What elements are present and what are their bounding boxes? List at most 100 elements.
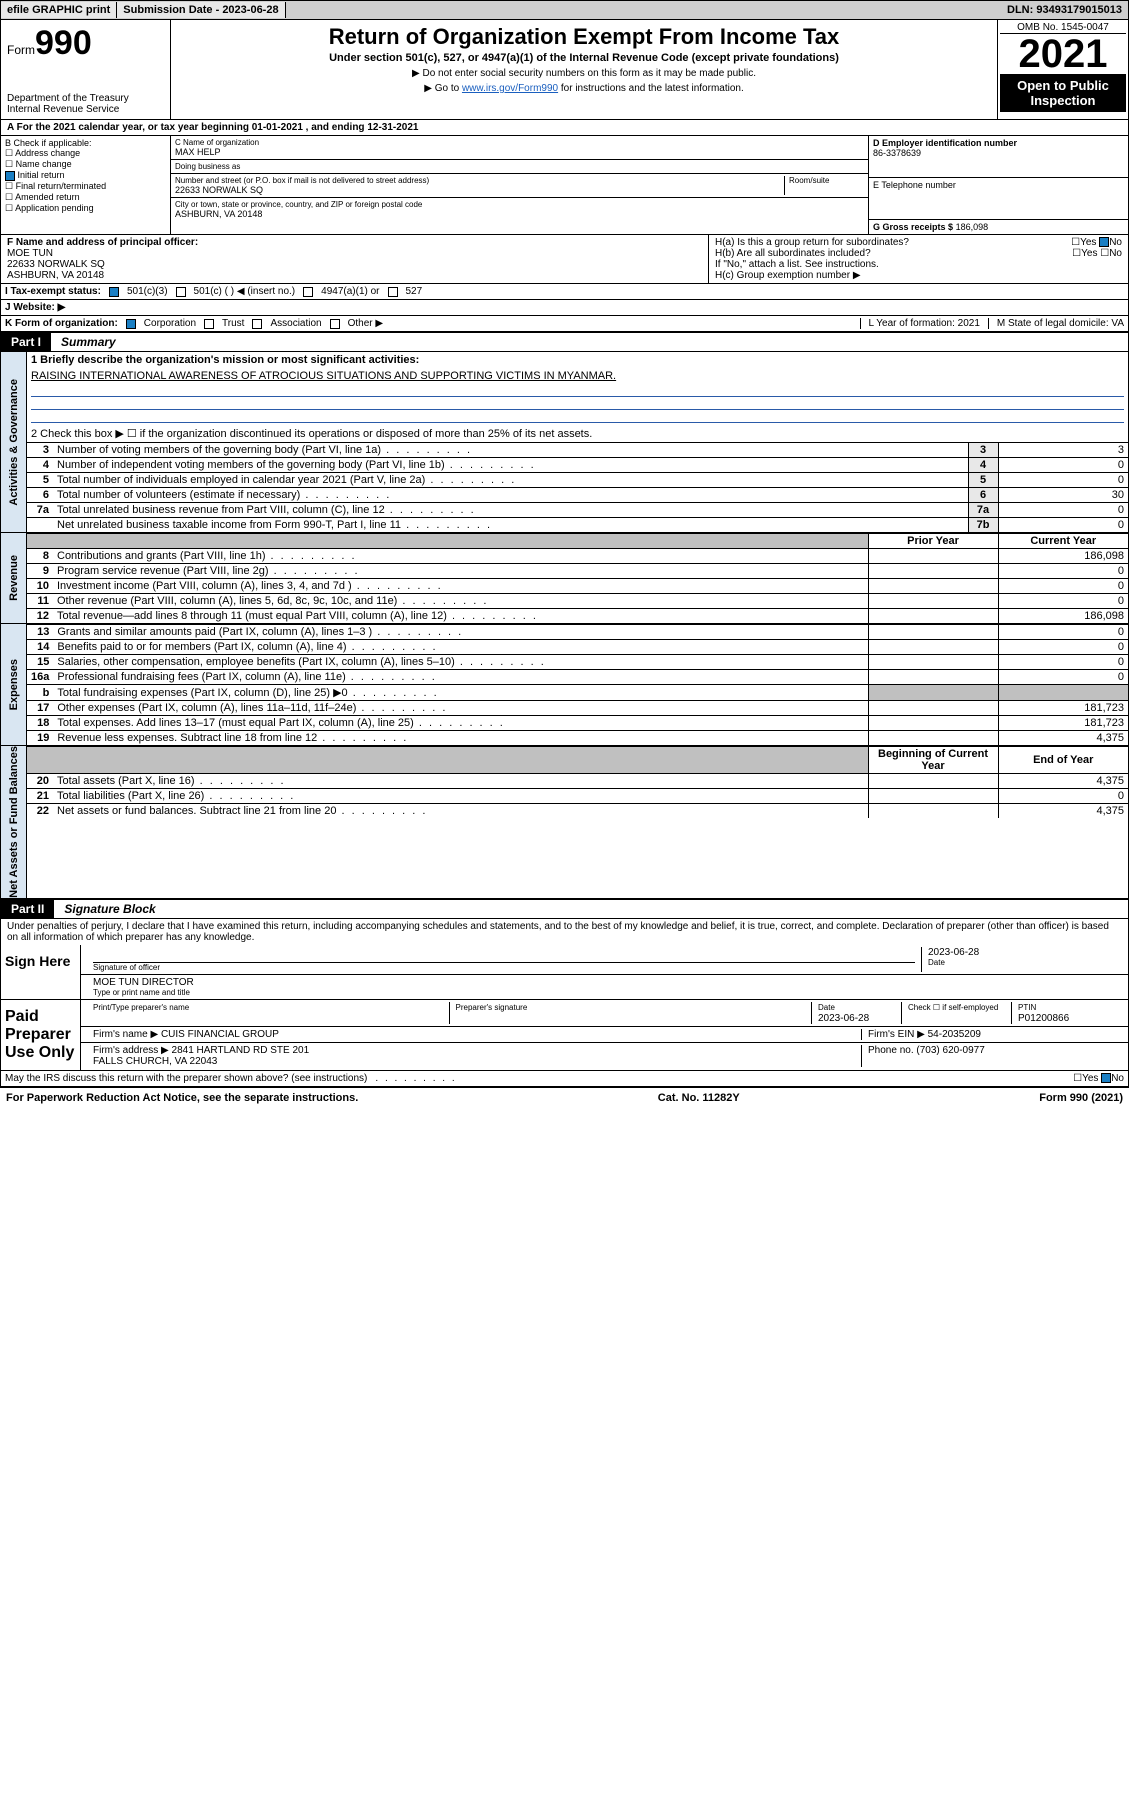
table-row: 10Investment income (Part VIII, column (… (27, 579, 1128, 594)
section-fh: F Name and address of principal officer:… (0, 235, 1129, 284)
prep-self-emp[interactable]: Check ☐ if self-employed (908, 1003, 998, 1012)
revenue-table: Prior YearCurrent Year8Contributions and… (27, 533, 1128, 623)
dept-treasury: Department of the Treasury Internal Reve… (7, 93, 164, 115)
table-row: 15Salaries, other compensation, employee… (27, 655, 1128, 670)
i-4947-check[interactable] (303, 287, 313, 297)
ptin-value: P01200866 (1018, 1013, 1069, 1024)
i-501c3-check[interactable] (109, 287, 119, 297)
side-activities-text: Activities & Governance (8, 379, 20, 506)
sign-here-block: Sign Here Signature of officer 2023-06-2… (0, 945, 1129, 1000)
expenses-table: 13Grants and similar amounts paid (Part … (27, 624, 1128, 745)
footer-paperwork: For Paperwork Reduction Act Notice, see … (6, 1092, 358, 1104)
i-501c-check[interactable] (176, 287, 186, 297)
rule-3 (31, 412, 1124, 423)
firm-addr-label: Firm's address ▶ (93, 1045, 169, 1056)
side-revenue: Revenue (1, 533, 27, 623)
box-b-item[interactable]: ☐ Amended return (5, 192, 166, 203)
table-row: 9Program service revenue (Part VIII, lin… (27, 564, 1128, 579)
k-trust-check[interactable] (204, 319, 214, 329)
i-501c: 501(c) ( ) ◀ (insert no.) (194, 286, 296, 297)
discuss-no-check[interactable] (1101, 1073, 1111, 1083)
section-bcdeg: B Check if applicable: ☐ Address change☐… (0, 136, 1129, 235)
rule-1 (31, 386, 1124, 397)
rule-2 (31, 399, 1124, 410)
net-section: Net Assets or Fund Balances Beginning of… (0, 746, 1129, 899)
row-i: I Tax-exempt status: 501(c)(3) 501(c) ( … (0, 284, 1129, 300)
h-a-no: No (1109, 237, 1122, 248)
officer-name-label: Type or print name and title (93, 988, 1116, 997)
k-corp: Corporation (144, 318, 196, 329)
box-b-item[interactable]: ☐ Application pending (5, 203, 166, 214)
h-a-no-check[interactable] (1099, 237, 1109, 247)
efile-label[interactable]: efile GRAPHIC print (1, 2, 117, 18)
open-inspection: Open to Public Inspection (1000, 74, 1126, 112)
form-id-box: Form990 Department of the Treasury Inter… (1, 20, 171, 119)
table-row: 21Total liabilities (Part X, line 26)0 (27, 789, 1128, 804)
box-b-item[interactable]: ☐ Address change (5, 148, 166, 159)
org-name: MAX HELP (175, 147, 864, 157)
table-row: 16aProfessional fundraising fees (Part I… (27, 670, 1128, 685)
k-corp-check[interactable] (126, 319, 136, 329)
side-net: Net Assets or Fund Balances (1, 746, 27, 898)
preparer-label: Paid Preparer Use Only (1, 1000, 81, 1070)
revenue-section: Revenue Prior YearCurrent Year8Contribut… (0, 533, 1129, 624)
h-a: H(a) Is this a group return for subordin… (715, 237, 909, 248)
firm-ein: 54-2035209 (928, 1029, 981, 1040)
activities-table: 3Number of voting members of the governi… (27, 442, 1128, 532)
k-assoc: Association (270, 318, 321, 329)
l-year-formation: L Year of formation: 2021 (860, 318, 980, 329)
h-c: H(c) Group exemption number ▶ (715, 270, 1122, 281)
dots (375, 1073, 456, 1084)
row-klm: K Form of organization: Corporation Trus… (0, 316, 1129, 332)
table-row: 3Number of voting members of the governi… (27, 443, 1128, 458)
officer-name-title: MOE TUN DIRECTOR (93, 977, 1116, 988)
k-other-check[interactable] (330, 319, 340, 329)
box-b-item[interactable]: Initial return (5, 170, 166, 181)
firm-ein-label: Firm's EIN ▶ (868, 1029, 925, 1040)
irs-link[interactable]: www.irs.gov/Form990 (462, 83, 558, 94)
i-527-check[interactable] (388, 287, 398, 297)
prep-phone-label: Phone no. (868, 1045, 914, 1056)
side-activities: Activities & Governance (1, 352, 27, 532)
form-header: Form990 Department of the Treasury Inter… (0, 20, 1129, 120)
line-a: A For the 2021 calendar year, or tax yea… (0, 120, 1129, 136)
form-subtitle: Under section 501(c), 527, or 4947(a)(1)… (177, 52, 991, 64)
officer-sig-line[interactable] (93, 947, 915, 963)
i-4947: 4947(a)(1) or (321, 286, 379, 297)
box-b: B Check if applicable: ☐ Address change☐… (1, 136, 171, 234)
table-row: 8Contributions and grants (Part VIII, li… (27, 549, 1128, 564)
table-row: 22Net assets or fund balances. Subtract … (27, 804, 1128, 819)
side-revenue-text: Revenue (8, 555, 20, 601)
firm-name-label: Firm's name ▶ (93, 1029, 158, 1040)
gross-value: 186,098 (956, 222, 989, 232)
note-goto: ▶ Go to (424, 83, 462, 94)
page-footer: For Paperwork Reduction Act Notice, see … (0, 1087, 1129, 1108)
m-domicile: M State of legal domicile: VA (988, 318, 1124, 329)
h-b-yes[interactable]: Yes (1081, 248, 1097, 259)
table-row: 4Number of independent voting members of… (27, 458, 1128, 473)
k-assoc-check[interactable] (252, 319, 262, 329)
ein-value: 86-3378639 (873, 148, 921, 158)
box-b-item[interactable]: ☐ Name change (5, 159, 166, 170)
form-title: Return of Organization Exempt From Incom… (177, 24, 991, 50)
prep-date-label: Date (818, 1003, 835, 1012)
part1-label: Part I (1, 333, 51, 351)
part1-title: Summary (51, 333, 1128, 351)
box-b-item[interactable]: ☐ Final return/terminated (5, 181, 166, 192)
ptin-label: PTIN (1018, 1003, 1036, 1012)
k-trust: Trust (222, 318, 244, 329)
firm-name: CUIS FINANCIAL GROUP (161, 1029, 279, 1040)
table-row: 5Total number of individuals employed in… (27, 473, 1128, 488)
ein-label: D Employer identification number (873, 138, 1017, 148)
table-row: 6Total number of volunteers (estimate if… (27, 488, 1128, 503)
sign-date: 2023-06-28 (928, 947, 1116, 958)
title-box: Return of Organization Exempt From Incom… (171, 20, 998, 119)
discuss-yes[interactable]: Yes (1082, 1073, 1098, 1084)
h-b-no[interactable]: No (1109, 248, 1122, 259)
dba-label: Doing business as (175, 162, 864, 171)
officer-sig-label: Signature of officer (93, 963, 915, 972)
k-label: K Form of organization: (5, 318, 118, 329)
h-a-yes[interactable]: Yes (1080, 237, 1096, 248)
table-row: 14Benefits paid to or for members (Part … (27, 640, 1128, 655)
part1-header: Part I Summary (0, 332, 1129, 352)
